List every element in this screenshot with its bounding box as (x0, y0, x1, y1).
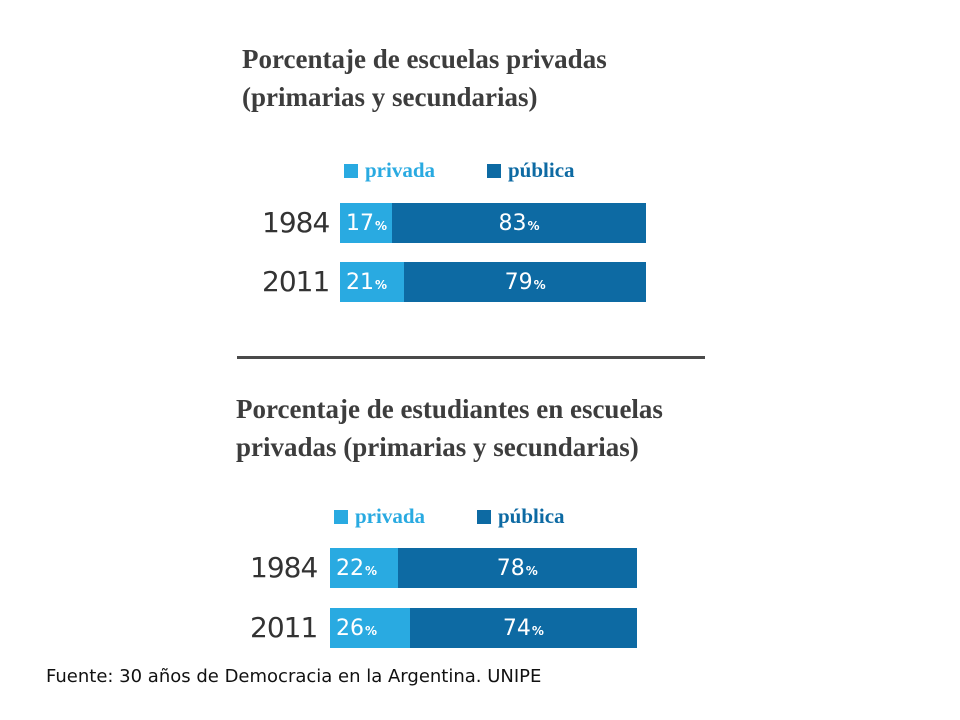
chart-title-line-2: privadas (primarias y secundarias) (236, 432, 639, 462)
data-label: 79% (504, 269, 546, 295)
bar-segment-publica: 79% (404, 262, 646, 302)
stacked-bar: 22% 78% (330, 548, 637, 588)
legend-item-publica: pública (487, 158, 575, 183)
section-divider (237, 356, 705, 359)
bar-segment-privada: 21% (340, 262, 405, 302)
category-label: 1984 (262, 206, 330, 239)
legend-label-privada: privada (355, 504, 426, 528)
data-label: 83% (498, 210, 540, 236)
legend-item-publica: pública (477, 504, 565, 529)
bar-segment-publica: 83% (392, 203, 646, 243)
chart-title-line-1: Porcentaje de estudiantes en escuelas (236, 394, 663, 424)
bar-row: 2011 21% 79% (262, 262, 662, 302)
bar-row: 1984 22% 78% (250, 548, 650, 588)
category-label: 2011 (250, 611, 318, 644)
bar-segment-publica: 74% (409, 608, 637, 648)
data-label: 74% (502, 615, 544, 641)
bar-segment-privada: 26% (330, 608, 410, 648)
bar-row: 1984 17% 83% (262, 203, 662, 243)
data-label: 78% (496, 555, 538, 581)
data-label: 17% (346, 210, 388, 236)
bar-segment-publica: 78% (397, 548, 637, 588)
legend-label-privada: privada (365, 158, 436, 182)
bar-segment-privada: 22% (330, 548, 398, 588)
legend-item-privada: privada (344, 158, 435, 183)
legend-swatch-privada (344, 163, 358, 178)
source-caption: Fuente: 30 años de Democracia en la Arge… (46, 666, 542, 687)
data-label: 22% (336, 555, 378, 581)
data-label: 26% (336, 615, 378, 641)
stacked-bar: 17% 83% (340, 203, 646, 243)
legend-swatch-privada (334, 509, 348, 524)
legend-item-privada: privada (334, 504, 425, 529)
category-label: 1984 (250, 551, 318, 584)
chart-title-line-2: (primarias y secundarias) (242, 82, 538, 112)
legend-label-publica: pública (508, 158, 575, 182)
legend-label-publica: pública (498, 504, 565, 528)
stacked-bar: 26% 74% (330, 608, 637, 648)
bar-segment-privada: 17% (340, 203, 393, 243)
legend-swatch-publica (477, 509, 491, 524)
data-label: 21% (346, 269, 388, 295)
category-label: 2011 (262, 265, 330, 298)
chart-title: Porcentaje de estudiantes en escuelas pr… (236, 390, 663, 466)
chart-title-line-1: Porcentaje de escuelas privadas (242, 44, 607, 74)
legend-swatch-publica (487, 163, 501, 178)
stacked-bar: 21% 79% (340, 262, 646, 302)
chart-title: Porcentaje de escuelas privadas (primari… (242, 40, 607, 116)
bar-row: 2011 26% 74% (250, 608, 650, 648)
